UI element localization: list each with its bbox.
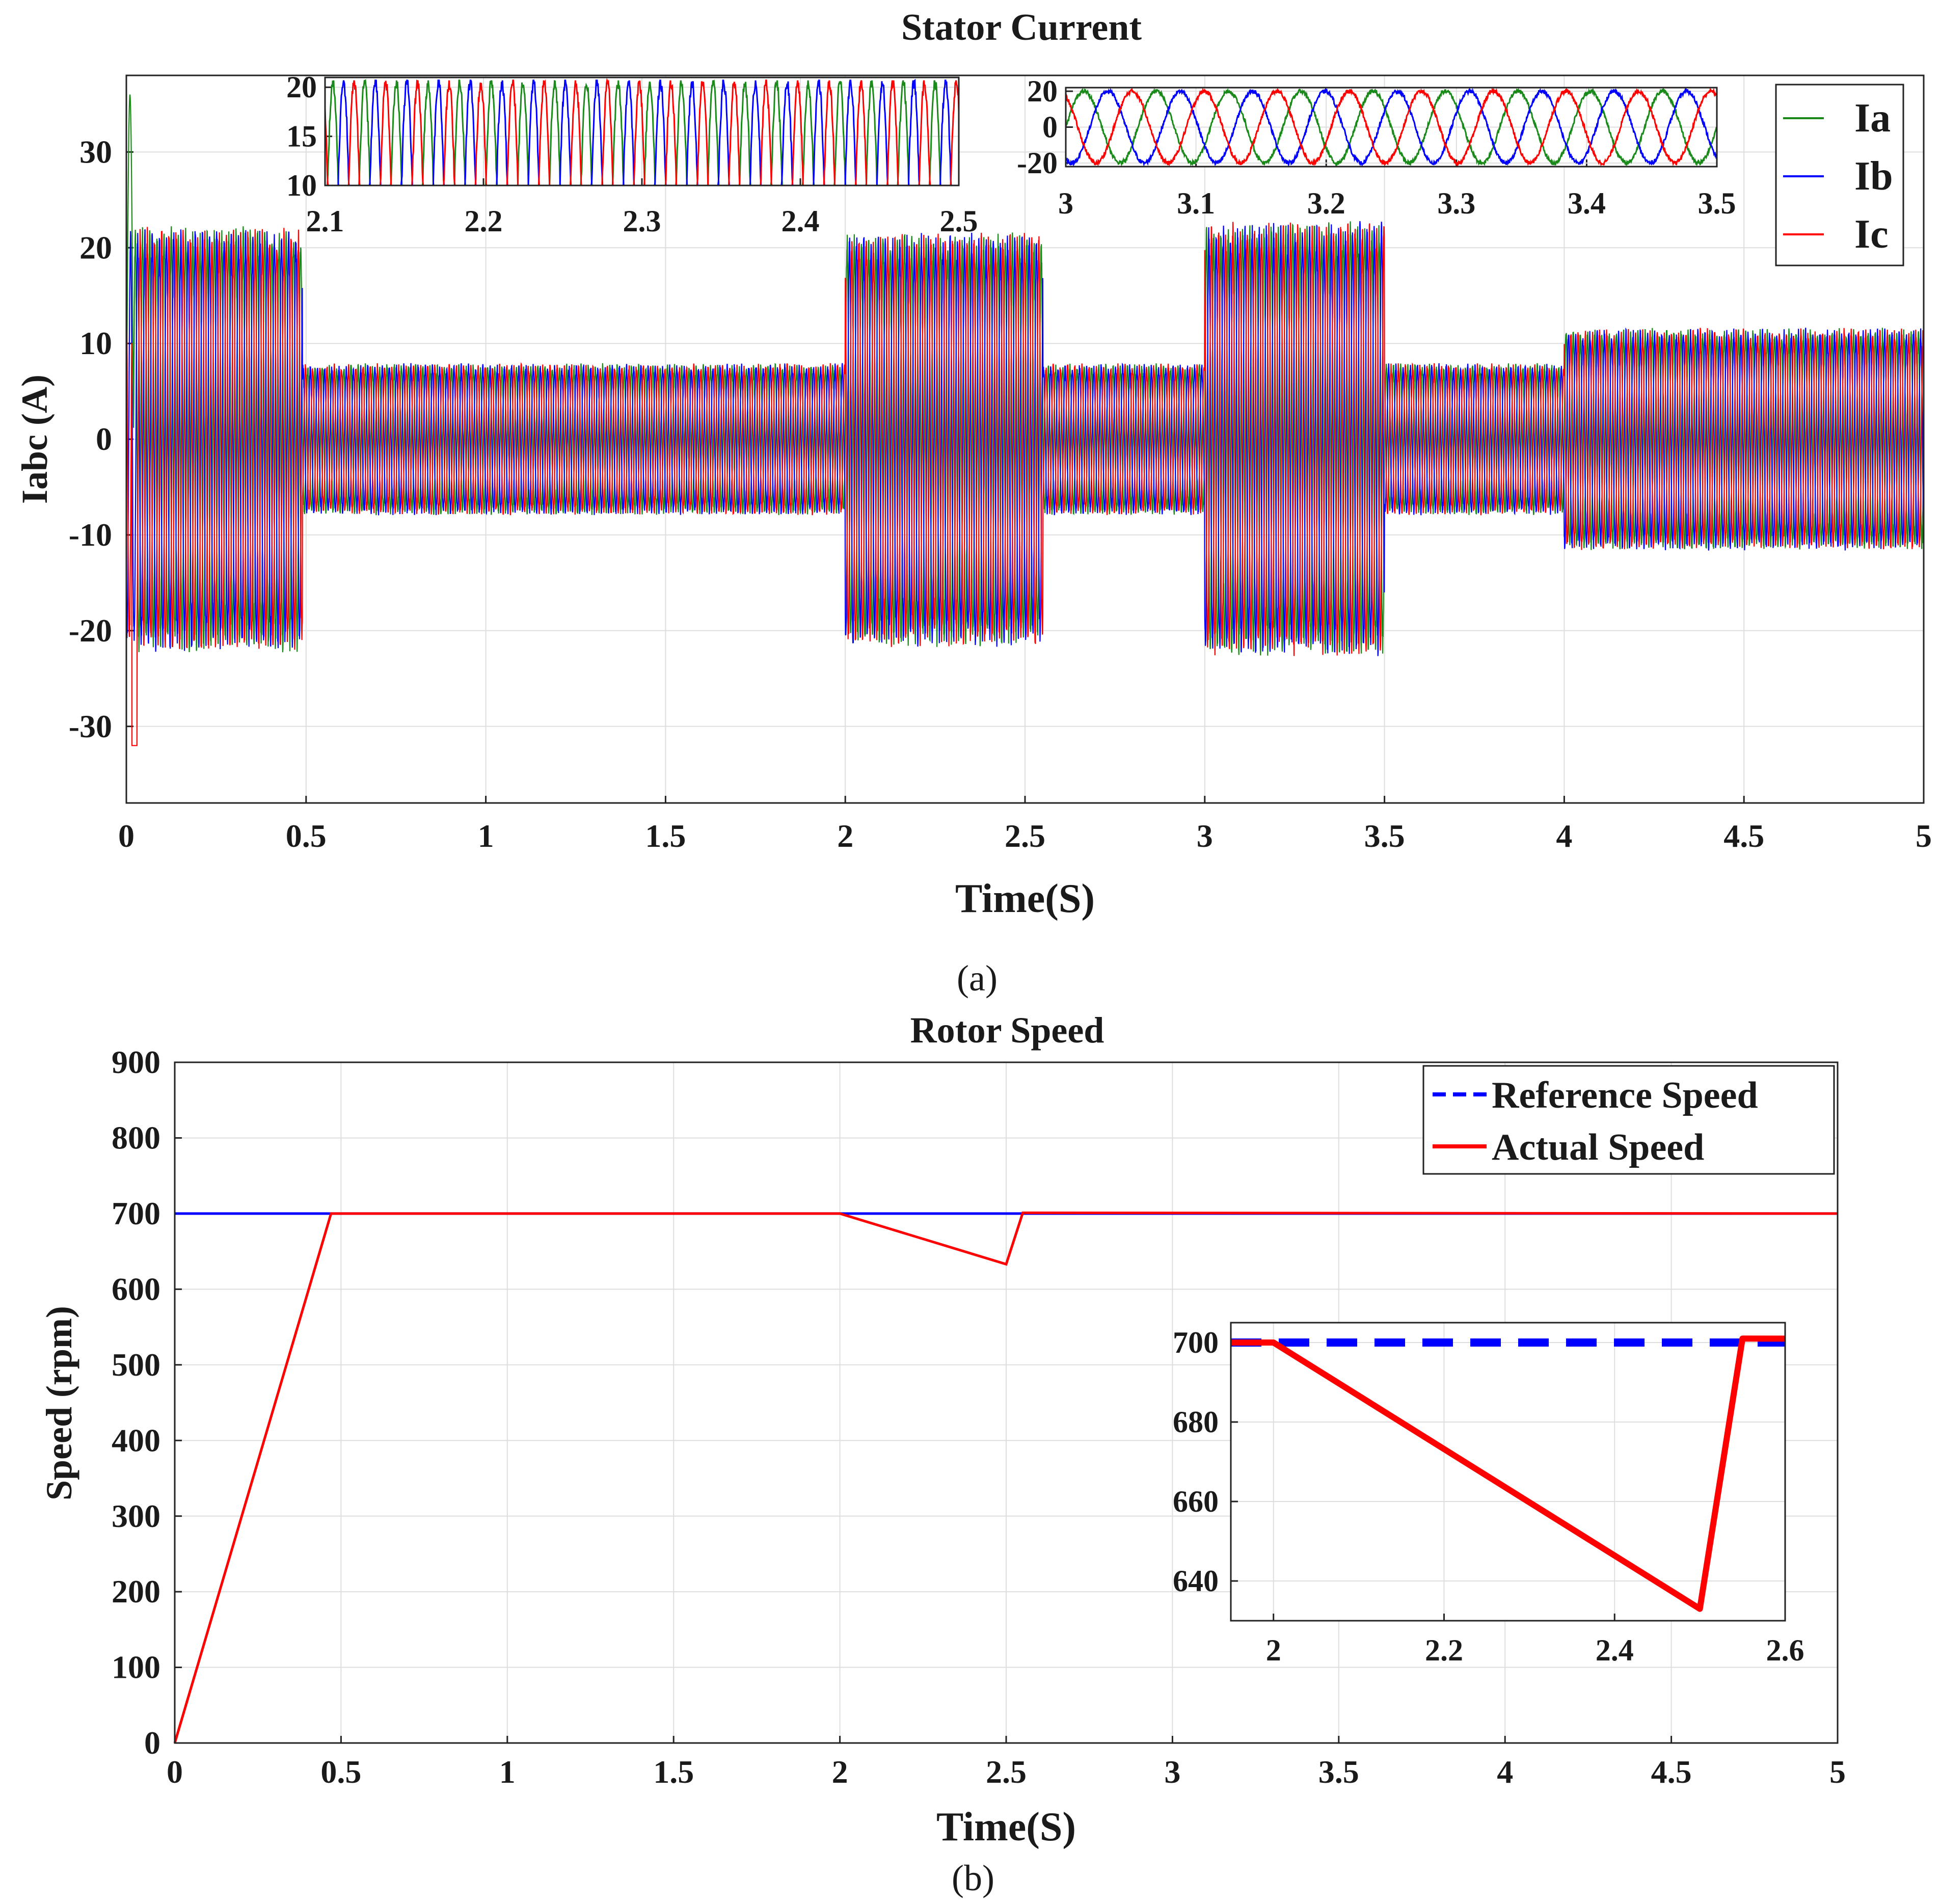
inset-1-ytick-label: 10 [286, 169, 317, 202]
legend-label-actual-speed: Actual Speed [1492, 1127, 1704, 1168]
chart-b-xtick-label: 5 [1829, 1754, 1846, 1790]
chart-b-ytick-label: 900 [112, 1044, 160, 1080]
chart-a-xtick-label: 4.5 [1723, 818, 1764, 854]
inset-2-ytick-label: -20 [1017, 146, 1058, 180]
series-ia-line [125, 94, 1925, 656]
chart-a-xtick-label: 2.5 [1005, 818, 1045, 854]
chart-b-inset-xtick-label: 2.4 [1596, 1633, 1634, 1667]
chart-a-xlabel: Time(S) [955, 876, 1095, 921]
chart-b-legend: Reference Speed Actual Speed [1422, 1065, 1835, 1175]
chart-b-xtick-label: 0 [167, 1754, 183, 1790]
chart-b-inset-xtick-label: 2.2 [1425, 1633, 1463, 1667]
chart-b-inset-ytick-label: 640 [1173, 1564, 1219, 1598]
chart-a-xtick-label: 1 [478, 818, 494, 854]
chart-a-xtick-label: 0.5 [286, 818, 327, 854]
chart-a-inset-1: 10 15 20 2.1 2.2 2.3 2.4 2.5 [286, 70, 978, 238]
legend-label-ib: Ib [1854, 154, 1893, 199]
chart-b-inset-frame [1230, 1322, 1786, 1622]
chart-b-ytick-label: 100 [112, 1649, 160, 1685]
inset-1-frame [324, 76, 960, 186]
chart-a-ytick-label: 30 [79, 133, 112, 170]
inset-2-frame [1065, 87, 1718, 168]
chart-b-inset-ytick-label: 680 [1173, 1405, 1219, 1439]
inset-1-xtick-label: 2.1 [306, 204, 344, 238]
chart-a-ytick-label: -30 [69, 708, 112, 744]
chart-b-ytick-label: 0 [144, 1725, 160, 1761]
chart-a-xtick-label: 3 [1197, 818, 1213, 854]
inset-1-xtick-label: 2.2 [465, 204, 503, 238]
chart-b-ytick-label: 800 [112, 1120, 160, 1156]
inset-1-xtick-label: 2.3 [623, 204, 661, 238]
chart-b-inset-ytick-label: 700 [1173, 1326, 1219, 1359]
chart-a-ylabel: Iabc (A) [14, 374, 55, 504]
chart-b-xlabel: Time(S) [936, 1805, 1076, 1849]
inset-2-ytick-label: 0 [1042, 110, 1058, 144]
chart-b-inset-actual-speed-line [1231, 1335, 1786, 1612]
inset-1-ytick-label: 20 [286, 70, 317, 104]
inset-2-xtick-label: 3.2 [1307, 186, 1345, 220]
chart-a-xtick-label: 4 [1556, 818, 1572, 854]
chart-b-inset: 640 660 680 700 2 2.2 2.4 2.6 [1173, 1322, 1804, 1667]
series-ic-line [125, 222, 1925, 746]
chart-b-inset-ytick-label: 660 [1173, 1485, 1219, 1518]
chart-b-plot-area [174, 1061, 1839, 1744]
chart-a-ytick-label: 20 [79, 229, 112, 265]
chart-a-xtick-label: 0 [118, 818, 134, 854]
chart-b-ytick-label: 600 [112, 1271, 160, 1307]
chart-b-xtick-label: 3 [1164, 1754, 1180, 1790]
inset-2-xtick-label: 3.1 [1177, 186, 1215, 220]
inset-1-xtick-label: 2.4 [782, 204, 820, 238]
chart-b-xtick-label: 2 [832, 1754, 848, 1790]
chart-b-xtick-label: 1 [499, 1754, 516, 1790]
chart-a-ytick-label: 10 [79, 325, 112, 361]
chart-b-ytick-label: 300 [112, 1498, 160, 1534]
chart-b-ytick-label: 200 [112, 1573, 160, 1610]
legend-label-reference-speed: Reference Speed [1492, 1075, 1758, 1116]
chart-b-xtick-label: 1.5 [653, 1754, 694, 1790]
chart-a-ytick-label: -20 [69, 612, 112, 649]
chart-a-legend: Ia Ib Ic [1775, 84, 1904, 266]
chart-a-xtick-label: 3.5 [1364, 818, 1405, 854]
chart-b-xtick-label: 0.5 [320, 1754, 361, 1790]
chart-b-legend-box [1422, 1065, 1835, 1175]
inset-2-series-ib [1065, 87, 1718, 168]
legend-label-ic: Ic [1854, 212, 1889, 257]
chart-a-ytick-label: -10 [69, 517, 112, 553]
chart-b-ylabel: Speed (rpm) [39, 1306, 79, 1500]
chart-b-title: Rotor Speed [910, 1010, 1104, 1051]
chart-b-caption: (b) [952, 1858, 994, 1898]
inset-2-xtick-label: 3.3 [1437, 186, 1475, 220]
chart-b-inset-xtick-label: 2 [1266, 1633, 1281, 1667]
inset-2-series-ic [1065, 87, 1718, 168]
chart-a-xtick-label: 2 [837, 818, 853, 854]
series-actual-speed-line [173, 1211, 1838, 1744]
chart-b-xtick-label: 4 [1497, 1754, 1513, 1790]
inset-2-xtick-label: 3.5 [1698, 186, 1736, 220]
inset-2-series-ia [1065, 87, 1718, 167]
chart-a-plot-area [125, 74, 1925, 804]
legend-label-ia: Ia [1854, 96, 1891, 141]
chart-b-xtick-label: 4.5 [1651, 1754, 1692, 1790]
chart-b-xtick-label: 2.5 [986, 1754, 1027, 1790]
chart-b-inset-xtick-label: 2.6 [1766, 1633, 1804, 1667]
chart-a-title: Stator Current [901, 7, 1142, 48]
series-ib-line [125, 221, 1925, 656]
chart-a-ytick-label: 0 [96, 421, 112, 457]
chart-b-ytick-label: 400 [112, 1422, 160, 1458]
inset-2-xtick-label: 3.4 [1568, 186, 1606, 220]
chart-b-ytick-label: 500 [112, 1347, 160, 1383]
chart-b-xtick-label: 3.5 [1318, 1754, 1359, 1790]
chart-a-xtick-label: 1.5 [645, 818, 686, 854]
chart-a-caption: (a) [957, 958, 998, 999]
inset-1-ytick-label: 15 [286, 119, 317, 153]
chart-a-xtick-label: 5 [1916, 818, 1932, 854]
inset-1-xtick-label: 2.5 [940, 204, 978, 238]
inset-2-ytick-label: 20 [1027, 74, 1058, 108]
chart-b-ytick-label: 700 [112, 1195, 160, 1231]
inset-2-xtick-label: 3 [1058, 186, 1073, 220]
chart-b: Rotor Speed 0 100 200 300 400 500 600 700 800 900… [39, 1010, 1846, 1898]
